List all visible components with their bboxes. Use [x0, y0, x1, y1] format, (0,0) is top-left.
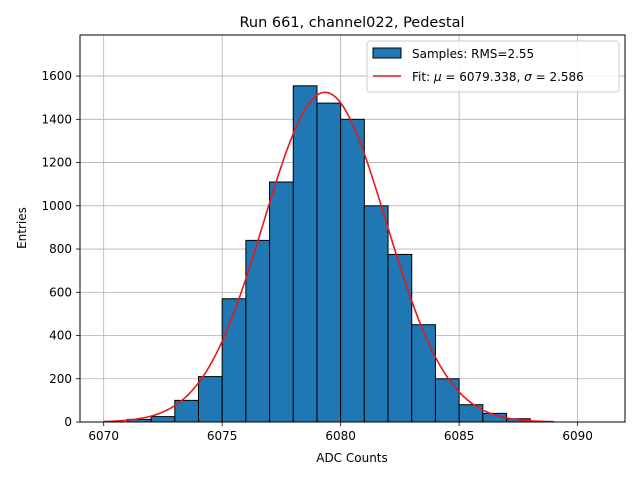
histogram-bar [197, 376, 223, 423]
histogram-bar [269, 181, 294, 423]
x-tick-label: 6070 [88, 429, 119, 443]
y-tick-label: 600 [49, 285, 72, 299]
histogram-bar [434, 378, 460, 423]
x-tick-label: 6075 [207, 429, 238, 443]
x-tick-label: 6090 [562, 429, 593, 443]
y-tick-label: 800 [49, 242, 72, 256]
y-tick-label: 1400 [41, 112, 72, 126]
histogram-bar [363, 205, 389, 423]
y-tick-label: 1200 [41, 156, 72, 170]
legend-box [366, 40, 620, 93]
y-tick-label: 200 [49, 372, 72, 386]
legend-label-samples: Samples: RMS=2.55 [412, 47, 534, 61]
histogram-bar [411, 324, 436, 423]
y-tick-label: 1600 [41, 69, 72, 83]
y-axis-ticks: 0 200 400 600 800 1000 1200 1400 1600 [41, 69, 80, 429]
x-axis-ticks: 6070 6075 6080 6085 6090 [88, 422, 593, 443]
histogram-bar [221, 298, 247, 423]
legend-label-fit: Fit: μ = 6079.338, σ = 2.586 [412, 70, 584, 84]
x-axis-label: ADC Counts [316, 451, 388, 465]
x-tick-label: 6085 [444, 429, 475, 443]
y-tick-label: 400 [49, 329, 72, 343]
chart-title: Run 661, channel022, Pedestal [239, 15, 464, 31]
plot-frame [79, 34, 626, 423]
histogram-bar [150, 416, 176, 423]
histogram-bars [126, 85, 531, 423]
legend: Samples: RMS=2.55 Fit: μ = 6079.338, σ =… [366, 40, 620, 93]
y-axis-label: Entries [15, 207, 29, 249]
histogram-bar [387, 253, 413, 423]
gaussian-fit-curve [103, 91, 554, 423]
x-tick-label: 6080 [325, 429, 356, 443]
histogram-bar [340, 118, 365, 423]
histogram-bar [292, 85, 318, 423]
y-tick-label: 1000 [41, 199, 72, 213]
histogram-bar [316, 102, 342, 423]
y-tick-label: 0 [64, 415, 72, 429]
legend-swatch-samples [372, 47, 402, 59]
